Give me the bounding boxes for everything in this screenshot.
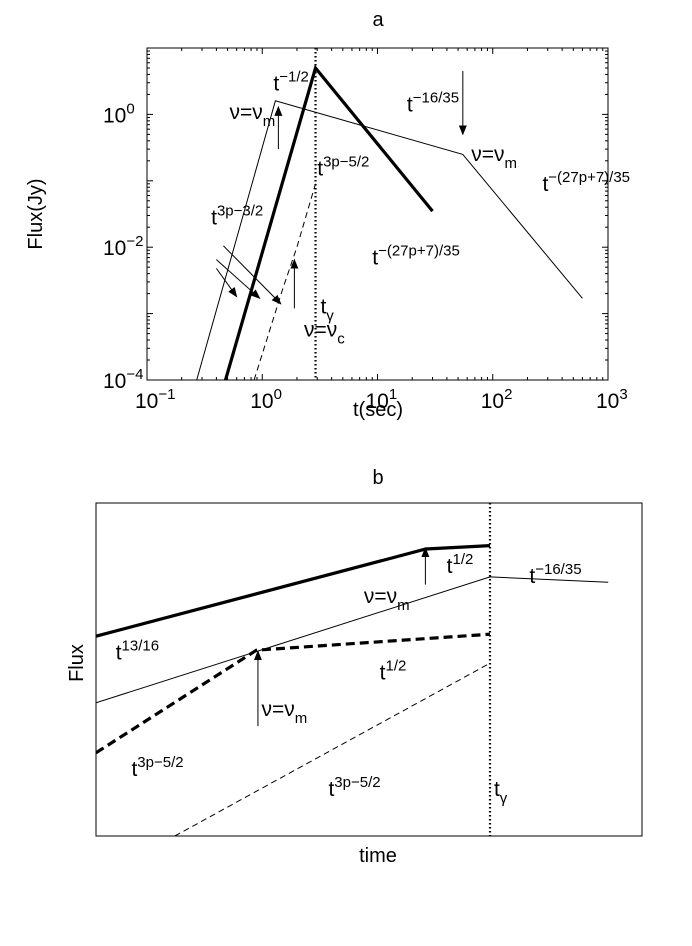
- annotation-label: t3p−5/2: [131, 754, 183, 781]
- annotation-label: t13/16: [116, 638, 159, 665]
- series-line-thin: [96, 576, 609, 704]
- chart-b-title: b: [372, 467, 383, 489]
- chart-b-xlabel: time: [359, 845, 397, 867]
- annotation-label: tγ: [320, 296, 334, 325]
- annotation-label: ν=νm: [471, 143, 517, 172]
- annotation-label: t3p−3/2: [211, 202, 263, 229]
- annotation-label: t1/2: [380, 657, 407, 684]
- annotation-label: ν=νm: [261, 698, 307, 727]
- series-line-thin: [196, 100, 583, 380]
- annotation-label: t−(27p+7)/35: [542, 169, 630, 196]
- annotation-label: ν=νm: [364, 585, 410, 614]
- annotation-label: t3p−5/2: [328, 774, 380, 801]
- series-line-dashed: [253, 183, 316, 380]
- chart-b-annotations: t1/2 t−16/35 ν=νm t13/16 t1/2 ν=νm t3p−5/2 t3p−…: [116, 551, 582, 807]
- chart-b-arrows: [253, 546, 430, 727]
- chart-a-title: a: [372, 9, 384, 31]
- annotation-label: tγ: [494, 778, 508, 807]
- chart-a: a 10−1 100 101 102 103 10−4 10−2 100 t−1/2 t−16…: [25, 9, 630, 421]
- y-tick-label: 10−4: [103, 366, 143, 393]
- y-tick-label: 100: [103, 100, 135, 127]
- annotation-label: t3p−5/2: [317, 154, 369, 181]
- chart-a-arrows: [215, 71, 467, 309]
- annotation-arrow: [216, 259, 261, 299]
- annotation-label: t−(27p+7)/35: [372, 242, 460, 269]
- annotation-arrow: [215, 268, 238, 298]
- chart-a-annotations: t−1/2 t−16/35 t3p−5/2 t−(27p+7)/35 t−(27p+7)…: [211, 68, 630, 347]
- y-tick-label: 10−2: [103, 233, 143, 260]
- x-tick-label: 102: [481, 386, 513, 413]
- series-line-dashed: [174, 662, 491, 836]
- annotation-label: t−1/2: [273, 68, 308, 95]
- annotation-label: ν=νm: [230, 101, 276, 130]
- chart-a-xlabel: t(sec): [353, 399, 403, 421]
- annotation-label: t1/2: [447, 551, 474, 578]
- x-tick-label: 103: [596, 386, 628, 413]
- x-tick-label: 101: [366, 386, 398, 413]
- chart-a-xticks: 10−1 100 101 102 103: [135, 48, 628, 413]
- annotation-label: t−16/35: [529, 561, 581, 588]
- annotation-arrow: [223, 245, 282, 305]
- chart-a-series: [196, 48, 583, 380]
- x-tick-label: 10−1: [135, 386, 175, 413]
- chart-b: b t1/2 t−16/35 ν=νm t13/16 t1/2 ν=νm t3p−5/2 t3…: [66, 467, 643, 867]
- annotation-label: t−16/35: [407, 90, 459, 117]
- annotation-label: ν=νc: [304, 319, 345, 348]
- chart-a-yticks: 10−4 10−2 100: [103, 50, 608, 393]
- chart-b-ylabel: Flux: [66, 644, 88, 682]
- chart-b-frame: [95, 502, 643, 837]
- chart-a-ylabel: Flux(Jy): [25, 178, 47, 249]
- x-tick-label: 100: [250, 386, 282, 413]
- series-line-thick: [96, 544, 491, 638]
- series-line-thick: [223, 64, 434, 380]
